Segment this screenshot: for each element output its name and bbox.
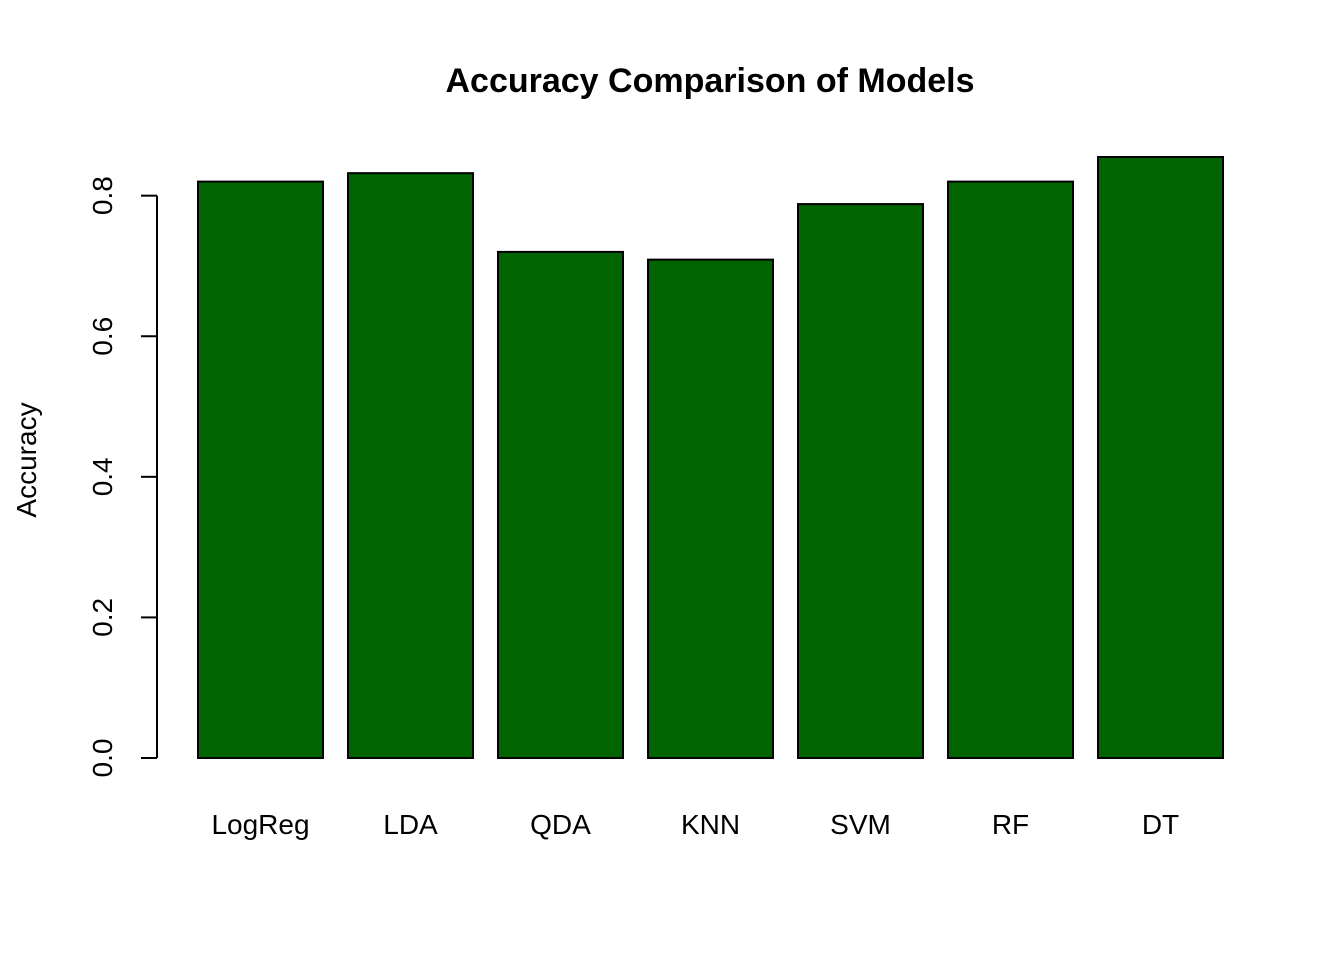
x-tick-label-svm: SVM: [830, 809, 891, 840]
x-tick-label-knn: KNN: [681, 809, 740, 840]
y-tick-label-0.8: 0.8: [87, 176, 118, 215]
x-tick-label-rf: RF: [992, 809, 1029, 840]
y-tick-label-0.6: 0.6: [87, 317, 118, 356]
bars-group: [197, 156, 1224, 760]
y-tick-label-0.4: 0.4: [87, 457, 118, 496]
y-axis: 0.0 0.2 0.4 0.6 0.8: [87, 176, 158, 778]
y-tick-label-0.2: 0.2: [87, 598, 118, 637]
y-tick-label-0.0: 0.0: [87, 739, 118, 778]
x-tick-label-logreg: LogReg: [211, 809, 309, 840]
chart-title: Accuracy Comparison of Models: [445, 62, 974, 100]
bar-rf: [947, 180, 1074, 759]
x-category-labels: LogReg LDA QDA KNN SVM RF DT: [211, 809, 1179, 840]
bar-dt: [1097, 156, 1224, 759]
x-tick-label-qda: QDA: [530, 809, 591, 840]
x-tick-label-lda: LDA: [383, 809, 438, 840]
bar-qda: [497, 250, 624, 759]
x-tick-label-dt: DT: [1142, 809, 1179, 840]
y-axis-label: Accuracy: [11, 402, 42, 517]
bar-lda: [347, 172, 474, 760]
bar-knn: [647, 258, 774, 759]
bar-logreg: [197, 180, 324, 759]
bar-svm: [797, 203, 924, 760]
